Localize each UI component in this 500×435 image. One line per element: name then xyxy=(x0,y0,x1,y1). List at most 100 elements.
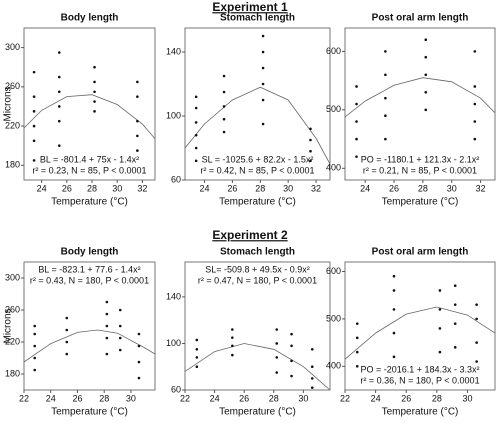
data-point xyxy=(290,344,293,348)
data-point xyxy=(231,344,234,348)
x-tick-label: 26 xyxy=(72,393,82,403)
data-point xyxy=(310,377,314,380)
x-tick-label: 30 xyxy=(126,393,136,403)
x-tick-label: 30 xyxy=(447,183,457,193)
x-tick-label: 24 xyxy=(37,183,47,193)
plot-frame xyxy=(344,261,496,391)
data-point xyxy=(136,149,139,152)
x-tick-label: 30 xyxy=(298,393,308,403)
data-point xyxy=(475,360,478,363)
plot-frame xyxy=(184,27,331,181)
data-point xyxy=(231,328,234,331)
x-axis-label: Temperature (°C) xyxy=(51,407,128,418)
data-point xyxy=(195,365,199,369)
data-point xyxy=(309,138,312,142)
x-tick-label: 26 xyxy=(239,393,249,403)
data-point xyxy=(137,332,141,336)
data-point xyxy=(118,308,122,312)
data-point xyxy=(309,159,312,163)
data-point xyxy=(222,130,226,134)
x-tick-label: 28 xyxy=(255,183,265,193)
heading: Experiment 1 xyxy=(212,0,288,14)
data-point xyxy=(310,347,314,351)
data-point xyxy=(384,50,387,53)
y-tick-label: 180 xyxy=(5,160,20,170)
y-tick-label: 300 xyxy=(5,272,20,282)
data-point xyxy=(93,80,96,84)
y-tick-label: 260 xyxy=(5,304,20,314)
y-axis-label: Microns xyxy=(3,308,14,343)
fit-curve xyxy=(344,77,496,118)
y-axis-label: Microns xyxy=(3,86,14,121)
data-point xyxy=(136,134,139,138)
data-point xyxy=(453,346,457,349)
data-point xyxy=(105,300,109,304)
data-point xyxy=(453,284,457,288)
x-tick-label: 28 xyxy=(269,393,279,403)
data-point xyxy=(118,324,122,328)
data-point xyxy=(105,336,109,340)
data-point xyxy=(93,110,96,113)
data-point xyxy=(309,127,312,131)
data-point xyxy=(136,119,139,123)
plot-frame xyxy=(23,27,156,181)
data-point xyxy=(261,98,265,102)
data-point xyxy=(57,75,61,79)
data-point xyxy=(392,308,396,311)
x-axis-label: Temperature (°C) xyxy=(382,407,459,418)
data-point xyxy=(222,117,226,121)
data-point xyxy=(473,50,477,53)
data-point xyxy=(453,303,457,306)
data-point xyxy=(290,359,293,363)
x-tick-label: 24 xyxy=(210,393,220,403)
data-point xyxy=(65,340,69,344)
y-tick-label: 220 xyxy=(5,336,20,346)
data-point xyxy=(438,308,442,311)
y-tick-label: 400 xyxy=(326,163,341,173)
data-point xyxy=(105,324,109,328)
data-point xyxy=(105,352,109,356)
fit-curve xyxy=(23,329,156,363)
data-point xyxy=(475,303,478,306)
data-point xyxy=(118,336,122,340)
data-point xyxy=(355,322,359,325)
annotation: PO = -1180.1 + 121.3x - 2.1x² xyxy=(361,154,479,164)
data-point xyxy=(473,137,477,141)
y-tick-label: 260 xyxy=(5,81,20,91)
fit-curve xyxy=(23,94,156,140)
x-tick-label: 22 xyxy=(340,393,350,403)
data-point xyxy=(65,352,69,356)
y-tick-label: 600 xyxy=(326,46,341,56)
data-point xyxy=(194,146,198,150)
y-tick-label: 500 xyxy=(326,104,341,114)
fit-curve xyxy=(184,343,331,391)
annotation: r² = 0.23, N = 85, P < 0.0001 xyxy=(32,165,146,175)
data-point xyxy=(275,328,279,331)
data-point xyxy=(438,350,442,354)
annotation: SL = -1025.6 + 82.2x - 1.5x² xyxy=(202,154,314,164)
data-point xyxy=(261,82,265,86)
x-tick-label: 32 xyxy=(137,183,147,193)
data-point xyxy=(310,365,314,369)
data-point xyxy=(222,74,226,78)
panel-title: Body length xyxy=(61,13,119,24)
data-point xyxy=(137,376,141,380)
data-point xyxy=(32,139,36,143)
y-tick-label: 140 xyxy=(166,46,181,56)
data-point xyxy=(384,73,387,77)
x-tick-label: 24 xyxy=(46,393,56,403)
annotation: BL = -823.1 + 77.6 - 1.4x² xyxy=(38,264,140,274)
x-tick-label: 26 xyxy=(227,183,237,193)
panel-title: Post oral arm length xyxy=(372,13,469,24)
data-point xyxy=(475,341,478,344)
data-point xyxy=(355,102,358,106)
x-tick-label: 22 xyxy=(19,393,29,403)
data-point xyxy=(355,364,359,368)
data-point xyxy=(32,95,36,98)
x-tick-label: 24 xyxy=(371,393,381,403)
data-point xyxy=(194,121,198,124)
data-point xyxy=(290,374,293,378)
data-point xyxy=(475,317,478,321)
x-tick-label: 22 xyxy=(180,393,190,403)
